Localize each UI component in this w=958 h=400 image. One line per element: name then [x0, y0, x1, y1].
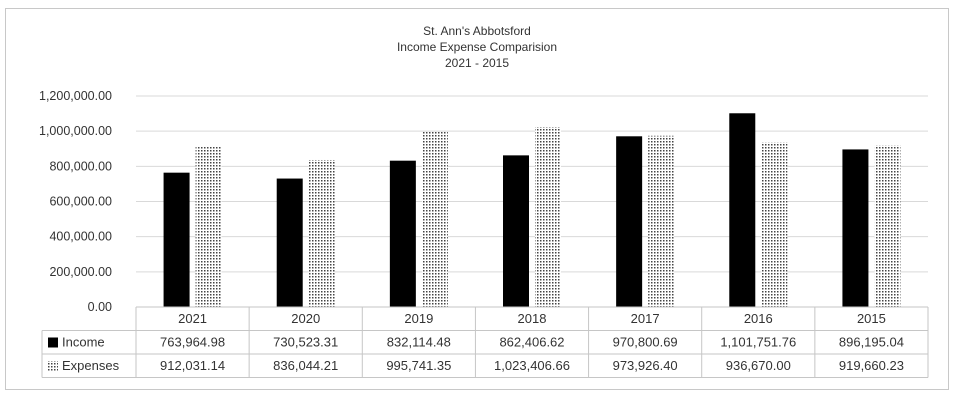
expenses-bar: [535, 127, 561, 307]
income-bar: [616, 136, 643, 307]
category-label: 2019: [404, 311, 433, 326]
data-label: 1,023,406.66: [494, 358, 570, 373]
expenses-bar: [308, 159, 335, 307]
expenses-bar: [761, 142, 788, 307]
income-bar: [389, 160, 416, 307]
category-label: 2016: [744, 311, 773, 326]
income-bar: [729, 113, 756, 307]
data-label: 730,523.31: [273, 335, 338, 350]
chart-title: St. Ann's Abbotsford: [423, 24, 531, 38]
income-bar: [503, 155, 529, 307]
legend-key-income: [48, 337, 58, 348]
category-label: 2021: [178, 311, 207, 326]
category-label: 2015: [857, 311, 886, 326]
category-label: 2018: [518, 311, 547, 326]
data-label: 836,044.21: [273, 358, 338, 373]
expenses-bar: [421, 131, 448, 307]
data-label: 896,195.04: [839, 335, 904, 350]
chart-subtitle-line-2: 2021 - 2015: [445, 56, 509, 70]
data-label: 912,031.14: [160, 358, 225, 373]
data-label: 919,660.23: [839, 358, 904, 373]
category-label: 2020: [291, 311, 320, 326]
data-label: 763,964.98: [160, 335, 225, 350]
data-label: 936,670.00: [726, 358, 791, 373]
expenses-bar: [648, 135, 675, 307]
expenses-bar: [195, 146, 222, 307]
chart-frame: St. Ann's Abbotsford Income Expense Comp…: [5, 8, 949, 390]
income-bar: [842, 149, 869, 307]
y-tick-label: 200,000.00: [49, 265, 112, 279]
income-bar: [276, 178, 303, 307]
chart-subtitle-line-1: Income Expense Comparision: [397, 40, 557, 54]
y-tick-label: 400,000.00: [49, 230, 112, 244]
y-tick-label: 0.00: [88, 300, 112, 314]
expenses-bar: [874, 145, 901, 307]
chart-svg: St. Ann's Abbotsford Income Expense Comp…: [39, 24, 929, 378]
data-label: 1,101,751.76: [720, 335, 796, 350]
legend-label-income: Income: [62, 335, 105, 350]
y-tick-label: 1,000,000.00: [39, 124, 112, 138]
y-tick-label: 1,200,000.00: [39, 89, 112, 103]
data-label: 862,406.62: [499, 335, 564, 350]
category-label: 2017: [631, 311, 660, 326]
income-bar: [163, 172, 190, 307]
data-label: 970,800.69: [613, 335, 678, 350]
data-label: 995,741.35: [386, 358, 451, 373]
data-label: 832,114.48: [387, 335, 451, 350]
legend-label-expenses: Expenses: [62, 358, 120, 373]
y-tick-label: 800,000.00: [49, 159, 112, 173]
legend-key-expenses: [48, 361, 58, 371]
data-label: 973,926.40: [613, 358, 678, 373]
y-tick-label: 600,000.00: [49, 195, 112, 209]
